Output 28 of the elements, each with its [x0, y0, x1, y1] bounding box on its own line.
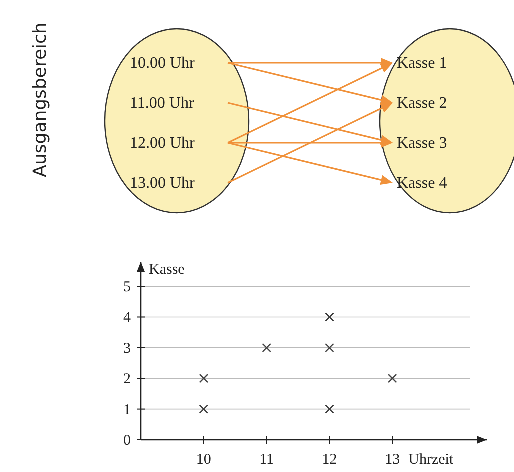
text: 12.00 Uhr — [130, 135, 196, 152]
x-tick-label: 12 — [322, 452, 338, 468]
y-tick-label: 2 — [124, 372, 131, 388]
point — [199, 404, 209, 414]
y-tick-label: 4 — [124, 310, 132, 326]
point — [325, 404, 334, 414]
y-axis-title: Kasse — [149, 262, 186, 278]
point — [262, 343, 272, 353]
text: 11.00 Uhr — [130, 95, 195, 112]
text: Kasse 1 — [397, 55, 448, 72]
point — [388, 374, 398, 384]
y-tick-label: 0 — [124, 433, 131, 449]
x-tick-label: 10 — [196, 452, 212, 468]
y-tick-label: 1 — [124, 402, 131, 418]
x-tick-label: 11 — [260, 452, 274, 468]
text: Kasse 4 — [397, 175, 448, 192]
text: Ausgangsbereich — [30, 22, 51, 178]
text: Kasse 2 — [397, 95, 448, 112]
point — [325, 312, 334, 322]
point — [325, 343, 334, 353]
point — [199, 374, 209, 384]
text: 10.00 Uhr — [130, 55, 196, 72]
y-tick-label: 5 — [124, 280, 131, 296]
x-axis-title: Uhrzeit — [408, 452, 454, 468]
x-tick-label: 13 — [385, 452, 400, 468]
text: Kasse 3 — [397, 135, 448, 152]
y-tick-label: 3 — [124, 340, 131, 357]
text: 13.00 Uhr — [130, 175, 196, 192]
